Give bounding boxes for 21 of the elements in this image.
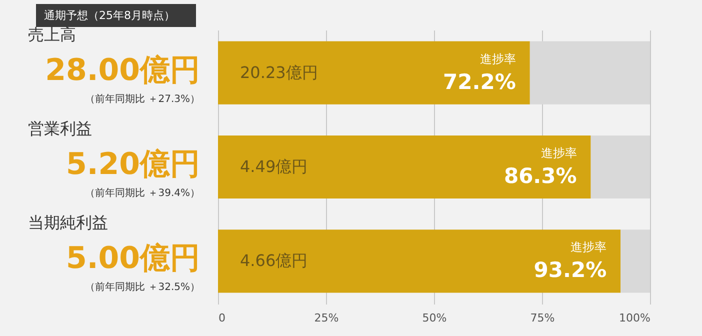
- text: 5.00億円: [66, 241, 200, 276]
- text: （前年同期比 ＋32.5%）: [85, 281, 200, 294]
- x-tick-label: 100%: [619, 312, 650, 324]
- x-tick-label: 50%: [422, 312, 447, 324]
- text: （前年同期比 ＋27.3%）: [85, 92, 200, 105]
- text: 進捗率 72.2%: [443, 52, 516, 94]
- annotation: 4.49億円: [240, 157, 308, 176]
- x-tick-label: 25%: [314, 312, 339, 324]
- text: 進捗率 86.3%: [504, 146, 577, 188]
- y-tick-label: 売上高: [28, 24, 76, 44]
- x-tick-label: 0: [218, 312, 226, 324]
- x-tick-label: 75%: [530, 312, 555, 324]
- text: 通期予想（25年8月時点）: [44, 9, 175, 22]
- text: 28.00億円: [45, 52, 200, 88]
- y-tick-label: 当期純利益: [28, 213, 108, 232]
- annotation: 20.23億円: [240, 62, 318, 82]
- text: （前年同期比 ＋39.4%）: [85, 187, 200, 199]
- text: 進捗率 93.2%: [534, 240, 607, 282]
- annotation: 4.66億円: [240, 251, 308, 270]
- y-tick-label: 営業利益: [28, 119, 92, 138]
- text: 5.20億円: [66, 147, 200, 182]
